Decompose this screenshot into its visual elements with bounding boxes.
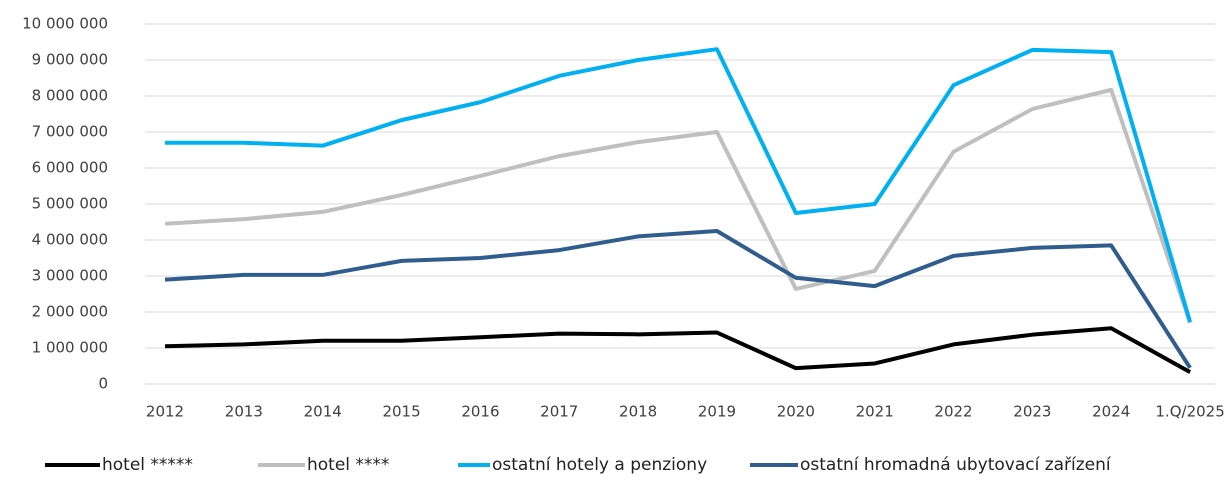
x-tick-label: 2023	[1013, 403, 1051, 421]
y-tick-label: 10 000 000	[22, 15, 108, 33]
x-tick-label: 1.Q/2025	[1155, 403, 1224, 421]
y-tick-label: 9 000 000	[32, 51, 108, 69]
x-tick-label: 2017	[540, 403, 578, 421]
y-tick-label: 3 000 000	[32, 267, 108, 285]
y-tick-label: 5 000 000	[32, 195, 108, 213]
y-tick-label: 7 000 000	[32, 123, 108, 141]
series-line	[164, 326, 1192, 374]
x-tick-label: 2014	[304, 403, 342, 421]
series-line	[164, 229, 1192, 369]
y-tick-label: 1 000 000	[32, 339, 108, 357]
x-tick-label: 2015	[382, 403, 420, 421]
legend-label: hotel *****	[102, 455, 193, 475]
x-tick-label: 2021	[856, 403, 894, 421]
y-tick-label: 4 000 000	[32, 231, 108, 249]
x-tick-label: 2020	[777, 403, 815, 421]
series-line	[165, 47, 1192, 323]
legend-label: hotel ****	[307, 455, 389, 475]
x-tick-label: 2024	[1092, 403, 1130, 421]
legend-label: ostatní hotely a penziony	[492, 455, 707, 475]
x-tick-label: 2019	[698, 403, 736, 421]
series-line	[164, 87, 1192, 324]
legend-label: ostatní hromadná ubytovací zařízení	[800, 455, 1112, 475]
x-tick-label: 2018	[619, 403, 657, 421]
y-tick-label: 6 000 000	[32, 159, 108, 177]
y-tick-label: 2 000 000	[32, 303, 108, 321]
y-tick-label: 0	[98, 375, 108, 393]
y-tick-label: 8 000 000	[32, 87, 108, 105]
x-tick-label: 2016	[461, 403, 499, 421]
x-tick-label: 2012	[146, 403, 184, 421]
x-tick-label: 2022	[934, 403, 972, 421]
x-tick-label: 2013	[225, 403, 263, 421]
